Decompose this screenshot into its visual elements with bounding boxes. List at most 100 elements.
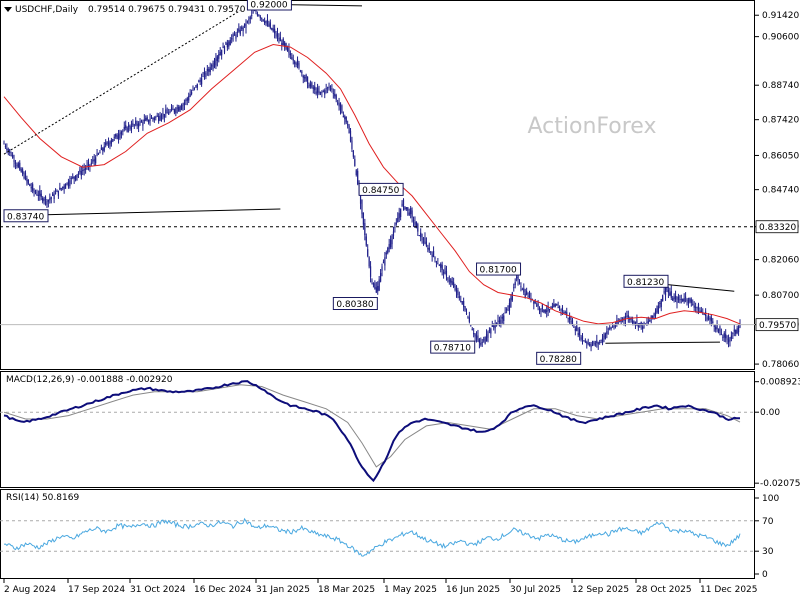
candle-body bbox=[95, 157, 97, 164]
candle-body bbox=[231, 38, 233, 40]
dropdown-triangle-icon[interactable] bbox=[4, 7, 12, 12]
candle-body bbox=[216, 56, 218, 61]
rsi-tick-label: 0 bbox=[762, 570, 768, 580]
candle-body bbox=[10, 155, 12, 157]
candle-body bbox=[627, 315, 629, 318]
candle-body bbox=[302, 75, 304, 78]
candle-body bbox=[657, 305, 659, 313]
candle-body bbox=[53, 194, 55, 200]
candle-body bbox=[312, 87, 314, 89]
candle-body bbox=[636, 320, 638, 324]
candle-body bbox=[212, 63, 214, 70]
candle-body bbox=[183, 102, 186, 105]
candle-body bbox=[401, 203, 403, 206]
candle-body bbox=[241, 27, 243, 29]
candle-body bbox=[213, 60, 216, 67]
candle-body bbox=[402, 199, 405, 206]
candle-body bbox=[511, 292, 513, 301]
candle-body bbox=[165, 109, 167, 114]
rsi-tick-label: 30 bbox=[762, 547, 774, 557]
candle-body bbox=[239, 30, 241, 35]
candle-body bbox=[258, 15, 260, 16]
rsi-tick-label: 70 bbox=[762, 517, 774, 527]
candle-body bbox=[60, 188, 62, 190]
candle-body bbox=[205, 72, 207, 77]
candle-body bbox=[6, 148, 8, 150]
candle-body bbox=[663, 291, 665, 293]
candle-body bbox=[503, 315, 505, 321]
candle-body bbox=[481, 342, 483, 343]
candle-body bbox=[132, 123, 134, 126]
candle-body bbox=[581, 335, 584, 340]
candle-body bbox=[557, 306, 559, 309]
candle-body bbox=[149, 119, 151, 122]
candle-body bbox=[199, 79, 201, 82]
candle-body bbox=[536, 304, 538, 306]
uptrend-channel-line bbox=[3, 10, 241, 155]
candle-body bbox=[637, 323, 639, 328]
candle-body bbox=[487, 331, 489, 338]
candle-body bbox=[405, 207, 407, 209]
candle-body bbox=[430, 251, 432, 253]
candle-body bbox=[516, 276, 518, 279]
candle-body bbox=[66, 182, 68, 184]
candle-body bbox=[156, 115, 158, 117]
candle-body bbox=[692, 303, 694, 305]
candle-body bbox=[338, 103, 340, 107]
candle-body bbox=[617, 322, 619, 324]
candle-body bbox=[397, 217, 399, 223]
candle-body bbox=[505, 309, 508, 311]
macd-title: MACD(12,26,9) -0.001888 -0.002920 bbox=[6, 375, 173, 385]
candle-body bbox=[524, 293, 526, 297]
annotation-box bbox=[476, 262, 522, 276]
candle-body bbox=[458, 296, 460, 298]
candle-body bbox=[69, 180, 71, 187]
candle-body bbox=[570, 321, 572, 323]
candle-body bbox=[76, 174, 78, 178]
candle-body bbox=[52, 193, 54, 196]
candle-body bbox=[185, 100, 187, 102]
candle-body bbox=[428, 247, 430, 251]
annotation-box bbox=[246, 0, 292, 11]
candle-body bbox=[329, 86, 332, 88]
date-tick-label: 28 Oct 2025 bbox=[636, 585, 692, 595]
date-tick-label: 16 Jun 2025 bbox=[446, 585, 500, 595]
candle-body bbox=[415, 221, 417, 229]
candle-body bbox=[77, 173, 80, 175]
candle-body bbox=[508, 302, 511, 311]
candle-body bbox=[735, 329, 737, 334]
candle-body bbox=[425, 241, 428, 246]
candle-body bbox=[47, 199, 49, 202]
candle-body bbox=[693, 305, 695, 308]
candle-body bbox=[377, 286, 379, 292]
candle-body bbox=[567, 317, 569, 319]
candle-body bbox=[607, 328, 609, 330]
candle-body bbox=[540, 308, 542, 313]
candle-body bbox=[173, 109, 175, 113]
candle-body bbox=[365, 236, 367, 246]
candle-body bbox=[79, 169, 81, 173]
candle-body bbox=[689, 297, 691, 302]
candle-body bbox=[673, 296, 675, 300]
candle-body bbox=[129, 126, 131, 130]
candle-body bbox=[202, 76, 204, 78]
candle-body bbox=[707, 317, 710, 319]
candle-body bbox=[215, 58, 217, 66]
candle-body bbox=[188, 96, 190, 101]
candle-body bbox=[463, 301, 465, 308]
candle-body bbox=[27, 179, 29, 184]
candle-body bbox=[616, 320, 618, 324]
candle-body bbox=[680, 299, 682, 300]
candle-body bbox=[394, 227, 396, 229]
candle-body bbox=[46, 201, 48, 205]
candle-body bbox=[186, 98, 188, 101]
macd-tick-label: 0.00 bbox=[760, 408, 780, 418]
date-tick-label: 17 Sep 2024 bbox=[68, 585, 125, 595]
candle-body bbox=[140, 121, 143, 123]
candle-body bbox=[67, 181, 70, 187]
candle-body bbox=[672, 298, 674, 301]
candle-body bbox=[660, 299, 662, 307]
candle-body bbox=[461, 301, 463, 305]
candle-body bbox=[74, 175, 77, 181]
candle-body bbox=[228, 41, 230, 47]
